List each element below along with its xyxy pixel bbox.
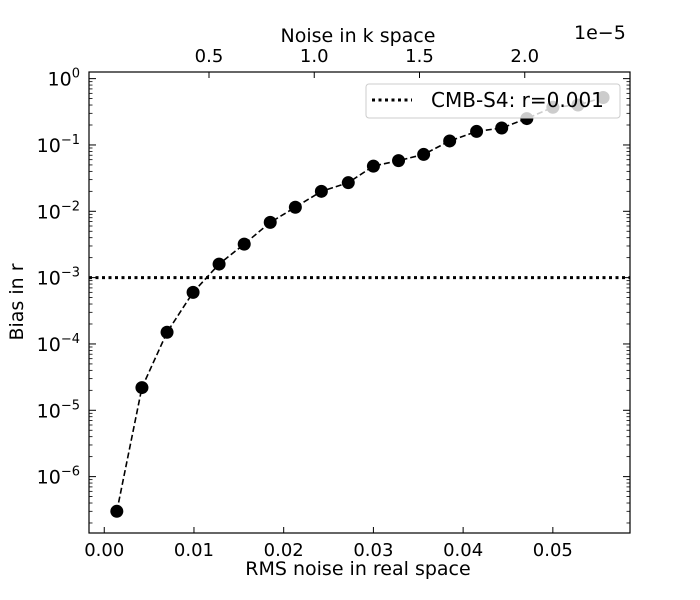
- data-point: [470, 124, 484, 138]
- legend-box: [365, 83, 621, 119]
- plot-frame: [88, 71, 631, 534]
- series-line: [116, 96, 604, 512]
- data-point: [186, 285, 200, 299]
- y-tick-label: 10−6: [37, 465, 80, 489]
- data-point: [495, 121, 509, 135]
- y-tick-label: 10−1: [37, 133, 80, 157]
- x-tick-label: 0.05: [533, 540, 573, 561]
- x-tick-label: 0.01: [174, 540, 214, 561]
- legend-label: CMB-S4: r=0.001: [431, 88, 604, 112]
- x-axis-label: RMS noise in real space: [245, 558, 470, 580]
- data-point: [366, 159, 380, 173]
- data-point: [160, 325, 174, 339]
- data-point: [417, 147, 431, 161]
- x-tick-label: 0.03: [353, 540, 393, 561]
- top-axis-label: Noise in k space: [281, 25, 436, 47]
- data-point: [314, 184, 328, 198]
- data-point: [237, 237, 251, 251]
- y-tick-label: 100: [48, 67, 80, 91]
- y-axis-label: Bias in r: [6, 263, 28, 340]
- data-point: [212, 257, 226, 271]
- y-tick-label: 10−2: [37, 199, 80, 223]
- top-tick-label: 1.0: [300, 46, 329, 67]
- data-point: [341, 176, 355, 190]
- y-tick-label: 10−4: [37, 332, 80, 356]
- data-point: [288, 200, 302, 214]
- data-point: [110, 504, 124, 518]
- x-tick-label: 0.00: [84, 540, 124, 561]
- y-tick-label: 10−3: [37, 266, 80, 290]
- top-tick-label: 2.0: [510, 46, 539, 67]
- y-tick-label: 10−5: [37, 398, 80, 422]
- data-point: [443, 134, 457, 148]
- top-tick-label: 0.5: [195, 46, 224, 67]
- legend: CMB-S4: r=0.001: [365, 83, 621, 119]
- top-axis-offset: 1e−5: [574, 22, 626, 44]
- x-tick-label: 0.02: [264, 540, 304, 561]
- top-tick-label: 1.5: [405, 46, 434, 67]
- x-tick-label: 0.04: [443, 540, 483, 561]
- data-point: [263, 215, 277, 229]
- data-point: [392, 154, 406, 168]
- data-point: [135, 381, 149, 395]
